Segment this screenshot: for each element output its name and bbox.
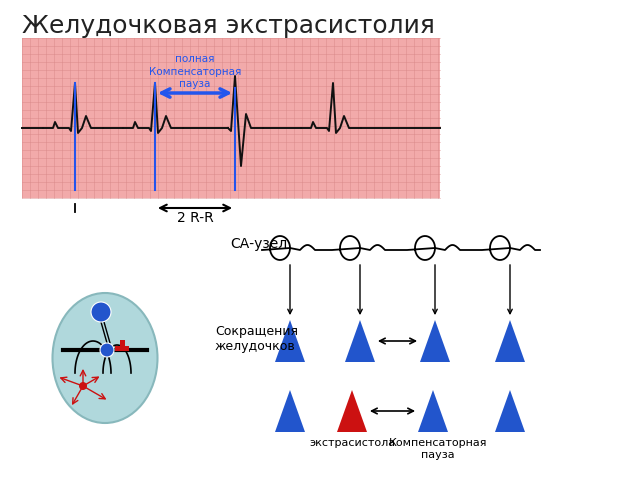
Text: экстрасистола: экстрасистола — [309, 438, 395, 448]
Polygon shape — [337, 390, 367, 432]
Text: 2 R-R: 2 R-R — [177, 211, 213, 225]
Polygon shape — [495, 320, 525, 362]
Ellipse shape — [52, 293, 157, 423]
Bar — [22, 38, 440, 198]
Bar — [120, 340, 125, 351]
Polygon shape — [495, 390, 525, 432]
Polygon shape — [275, 320, 305, 362]
Bar — [115, 346, 129, 351]
Text: Сокращения
желудочков: Сокращения желудочков — [215, 325, 298, 353]
Circle shape — [100, 343, 114, 357]
Text: СА-узел: СА-узел — [230, 237, 287, 251]
Text: полная
Компенсаторная
пауза: полная Компенсаторная пауза — [149, 54, 241, 89]
Polygon shape — [275, 390, 305, 432]
Text: Желудочковая экстрасистолия: Желудочковая экстрасистолия — [22, 14, 435, 38]
Polygon shape — [345, 320, 375, 362]
Polygon shape — [418, 390, 448, 432]
Text: Компенсаторная
пауза: Компенсаторная пауза — [388, 438, 487, 460]
Circle shape — [91, 302, 111, 322]
Polygon shape — [420, 320, 450, 362]
Circle shape — [79, 382, 87, 390]
